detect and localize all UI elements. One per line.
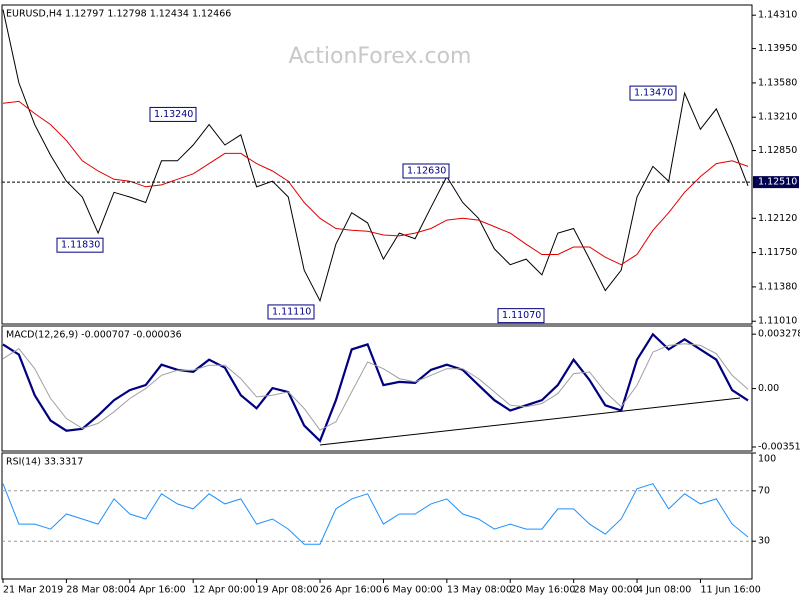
y-tick-label: -0.003519 xyxy=(758,441,800,452)
y-tick-label: 1.14310 xyxy=(758,10,797,21)
x-tick-label: 6 May 00:00 xyxy=(383,585,442,596)
y-tick-label: 0.003278 xyxy=(758,329,800,340)
x-tick-label: 12 Apr 00:00 xyxy=(193,585,255,596)
y-tick-label: 1.13950 xyxy=(758,43,797,54)
annotation-box xyxy=(149,106,197,122)
macd-panel xyxy=(1,325,753,452)
y-tick-label: 1.11750 xyxy=(758,247,797,258)
y-tick-label: 30 xyxy=(758,536,770,547)
annotation-box xyxy=(629,85,677,101)
y-tick-label: 100 xyxy=(758,454,776,465)
annotation-label: 1.11830 xyxy=(61,240,100,251)
annotation-box xyxy=(497,308,545,324)
series-line xyxy=(2,343,749,431)
panel-title: RSI(14) 33.3317 xyxy=(6,457,83,468)
y-tick-label: 70 xyxy=(758,485,770,496)
y-tick-label: 1.13210 xyxy=(758,112,797,123)
x-tick-label: 4 Jun 08:00 xyxy=(637,585,691,596)
current-price-box xyxy=(753,176,799,189)
y-tick-label: 1.11380 xyxy=(758,281,797,292)
x-tick-label: 28 May 00:00 xyxy=(574,585,639,596)
annotation-label: 1.13240 xyxy=(154,109,193,120)
trend-line xyxy=(319,397,741,446)
panel-title: MACD(12,26,9) -0.000707 -0.000036 xyxy=(6,330,182,341)
annotation-label: 1.13470 xyxy=(634,88,673,99)
x-tick-label: 11 Jun 16:00 xyxy=(700,585,760,596)
y-tick-label: 1.12850 xyxy=(758,145,797,156)
x-tick-label: 19 Apr 08:00 xyxy=(257,585,319,596)
series-line xyxy=(2,100,749,266)
series-line xyxy=(2,483,749,545)
y-tick-label: 0.00 xyxy=(758,383,779,394)
x-tick-label: 21 Mar 2019 xyxy=(3,585,63,596)
x-tick-label: 26 Apr 16:00 xyxy=(320,585,382,596)
annotation-label: 1.12630 xyxy=(407,165,446,176)
y-tick-label: 1.11010 xyxy=(758,316,797,327)
x-tick-label: 20 May 16:00 xyxy=(510,585,575,596)
series-line xyxy=(2,9,749,303)
price-panel xyxy=(1,4,753,325)
annotation-box xyxy=(267,304,315,320)
annotation-box xyxy=(402,163,450,179)
rsi-panel xyxy=(1,452,753,580)
annotation-label: 1.11070 xyxy=(502,310,541,321)
x-tick-label: 28 Mar 08:00 xyxy=(66,585,129,596)
series-line xyxy=(2,332,749,443)
y-tick-label: 1.13580 xyxy=(758,77,797,88)
x-tick-label: 4 Apr 16:00 xyxy=(130,585,186,596)
watermark: ActionForex.com xyxy=(289,44,472,69)
panel-title: EURUSD,H4 1.12797 1.12798 1.12434 1.1246… xyxy=(6,9,231,20)
annotation-box xyxy=(56,237,104,253)
current-price-label: 1.12510 xyxy=(758,177,797,188)
annotation-label: 1.11110 xyxy=(272,306,311,317)
x-tick-label: 13 May 08:00 xyxy=(447,585,512,596)
y-tick-label: 1.12120 xyxy=(758,213,797,224)
